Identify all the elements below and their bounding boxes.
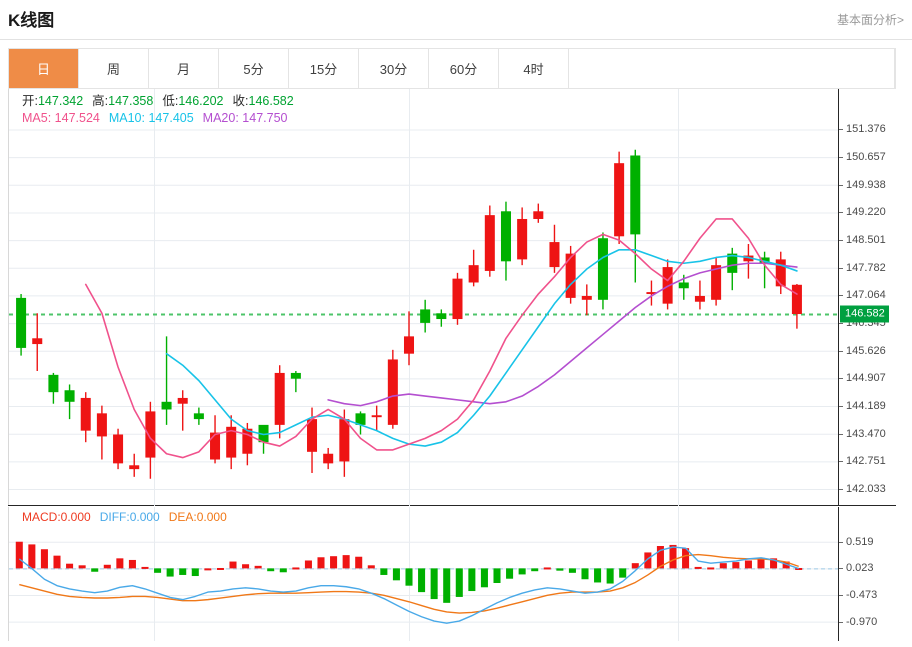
- tab-label: 周: [106, 62, 120, 77]
- tab-label: 5分: [243, 62, 264, 77]
- macd-axis-label: -0.970: [846, 615, 878, 628]
- axis-tick: [839, 323, 843, 325]
- tab-3[interactable]: 5分: [219, 49, 289, 88]
- timeframe-tabs: 日 周 月 5分 15分 30分 60分 4时: [8, 48, 896, 89]
- macd-plot[interactable]: [8, 507, 839, 641]
- chart-area: 151.376 150.657 149.938 149.220 148.501 147.7…: [8, 89, 896, 641]
- tab-label: 日: [36, 62, 50, 77]
- axis-tick: [839, 350, 843, 352]
- axis-tick: [839, 461, 843, 463]
- macd-axis-label: -0.473: [846, 588, 878, 601]
- price-axis-label: 142.033: [846, 483, 886, 496]
- macd-axis: 0.519 0.023 -0.473 -0.970: [838, 507, 896, 641]
- price-axis-label: 149.938: [846, 178, 886, 191]
- tab-6[interactable]: 60分: [429, 49, 499, 88]
- tab-label: 月: [176, 62, 190, 77]
- price-axis-label: 144.189: [846, 400, 886, 413]
- axis-tick: [839, 433, 843, 435]
- tab-1[interactable]: 周: [79, 49, 149, 88]
- tab-5[interactable]: 30分: [359, 49, 429, 88]
- tab-7[interactable]: 4时: [499, 49, 569, 88]
- tab-label: 30分: [379, 62, 408, 77]
- tab-filler: [569, 49, 895, 88]
- axis-tick: [839, 594, 843, 596]
- price-plot[interactable]: [8, 89, 839, 506]
- price-axis-label: 144.907: [846, 372, 886, 385]
- candlestick-svg: [9, 89, 839, 506]
- fundamental-analysis-link[interactable]: 基本面分析>: [836, 13, 904, 27]
- macd-panel: 0.519 0.023 -0.473 -0.970 MACD:0.000 DIFF:0.…: [8, 507, 896, 641]
- price-axis-label: 149.220: [846, 206, 886, 219]
- macd-svg: [9, 507, 839, 641]
- page-title: K线图: [8, 11, 55, 30]
- price-panel: 151.376 150.657 149.938 149.220 148.501 147.7…: [8, 89, 896, 506]
- price-axis-label: 145.626: [846, 344, 886, 357]
- current-price-badge: 146.582: [840, 305, 889, 323]
- price-axis-label: 151.376: [846, 123, 886, 136]
- axis-tick: [839, 129, 843, 131]
- tab-4[interactable]: 15分: [289, 49, 359, 88]
- price-axis-label: 147.064: [846, 289, 886, 302]
- axis-tick: [839, 378, 843, 380]
- price-axis-label: 150.657: [846, 151, 886, 164]
- axis-tick: [839, 295, 843, 297]
- axis-tick: [839, 267, 843, 269]
- axis-tick: [839, 240, 843, 242]
- price-axis-label: 147.782: [846, 261, 886, 274]
- macd-axis-label: 0.519: [846, 535, 874, 548]
- tab-0[interactable]: 日: [9, 49, 79, 88]
- axis-tick: [839, 184, 843, 186]
- axis-tick: [839, 157, 843, 159]
- price-axis: 151.376 150.657 149.938 149.220 148.501 147.7…: [838, 89, 896, 505]
- page-header: K线图 基本面分析>: [0, 0, 912, 40]
- axis-tick: [839, 541, 843, 543]
- axis-tick: [839, 212, 843, 214]
- axis-tick: [839, 406, 843, 408]
- price-axis-label: 143.470: [846, 427, 886, 440]
- price-axis-label: 148.501: [846, 234, 886, 247]
- tab-2[interactable]: 月: [149, 49, 219, 88]
- tab-label: 15分: [309, 62, 338, 77]
- tab-label: 60分: [449, 62, 478, 77]
- axis-tick: [839, 621, 843, 623]
- axis-tick: [839, 489, 843, 491]
- price-axis-label: 142.751: [846, 455, 886, 468]
- macd-axis-label: 0.023: [846, 562, 874, 575]
- axis-tick: [839, 568, 843, 570]
- tab-label: 4时: [523, 62, 544, 77]
